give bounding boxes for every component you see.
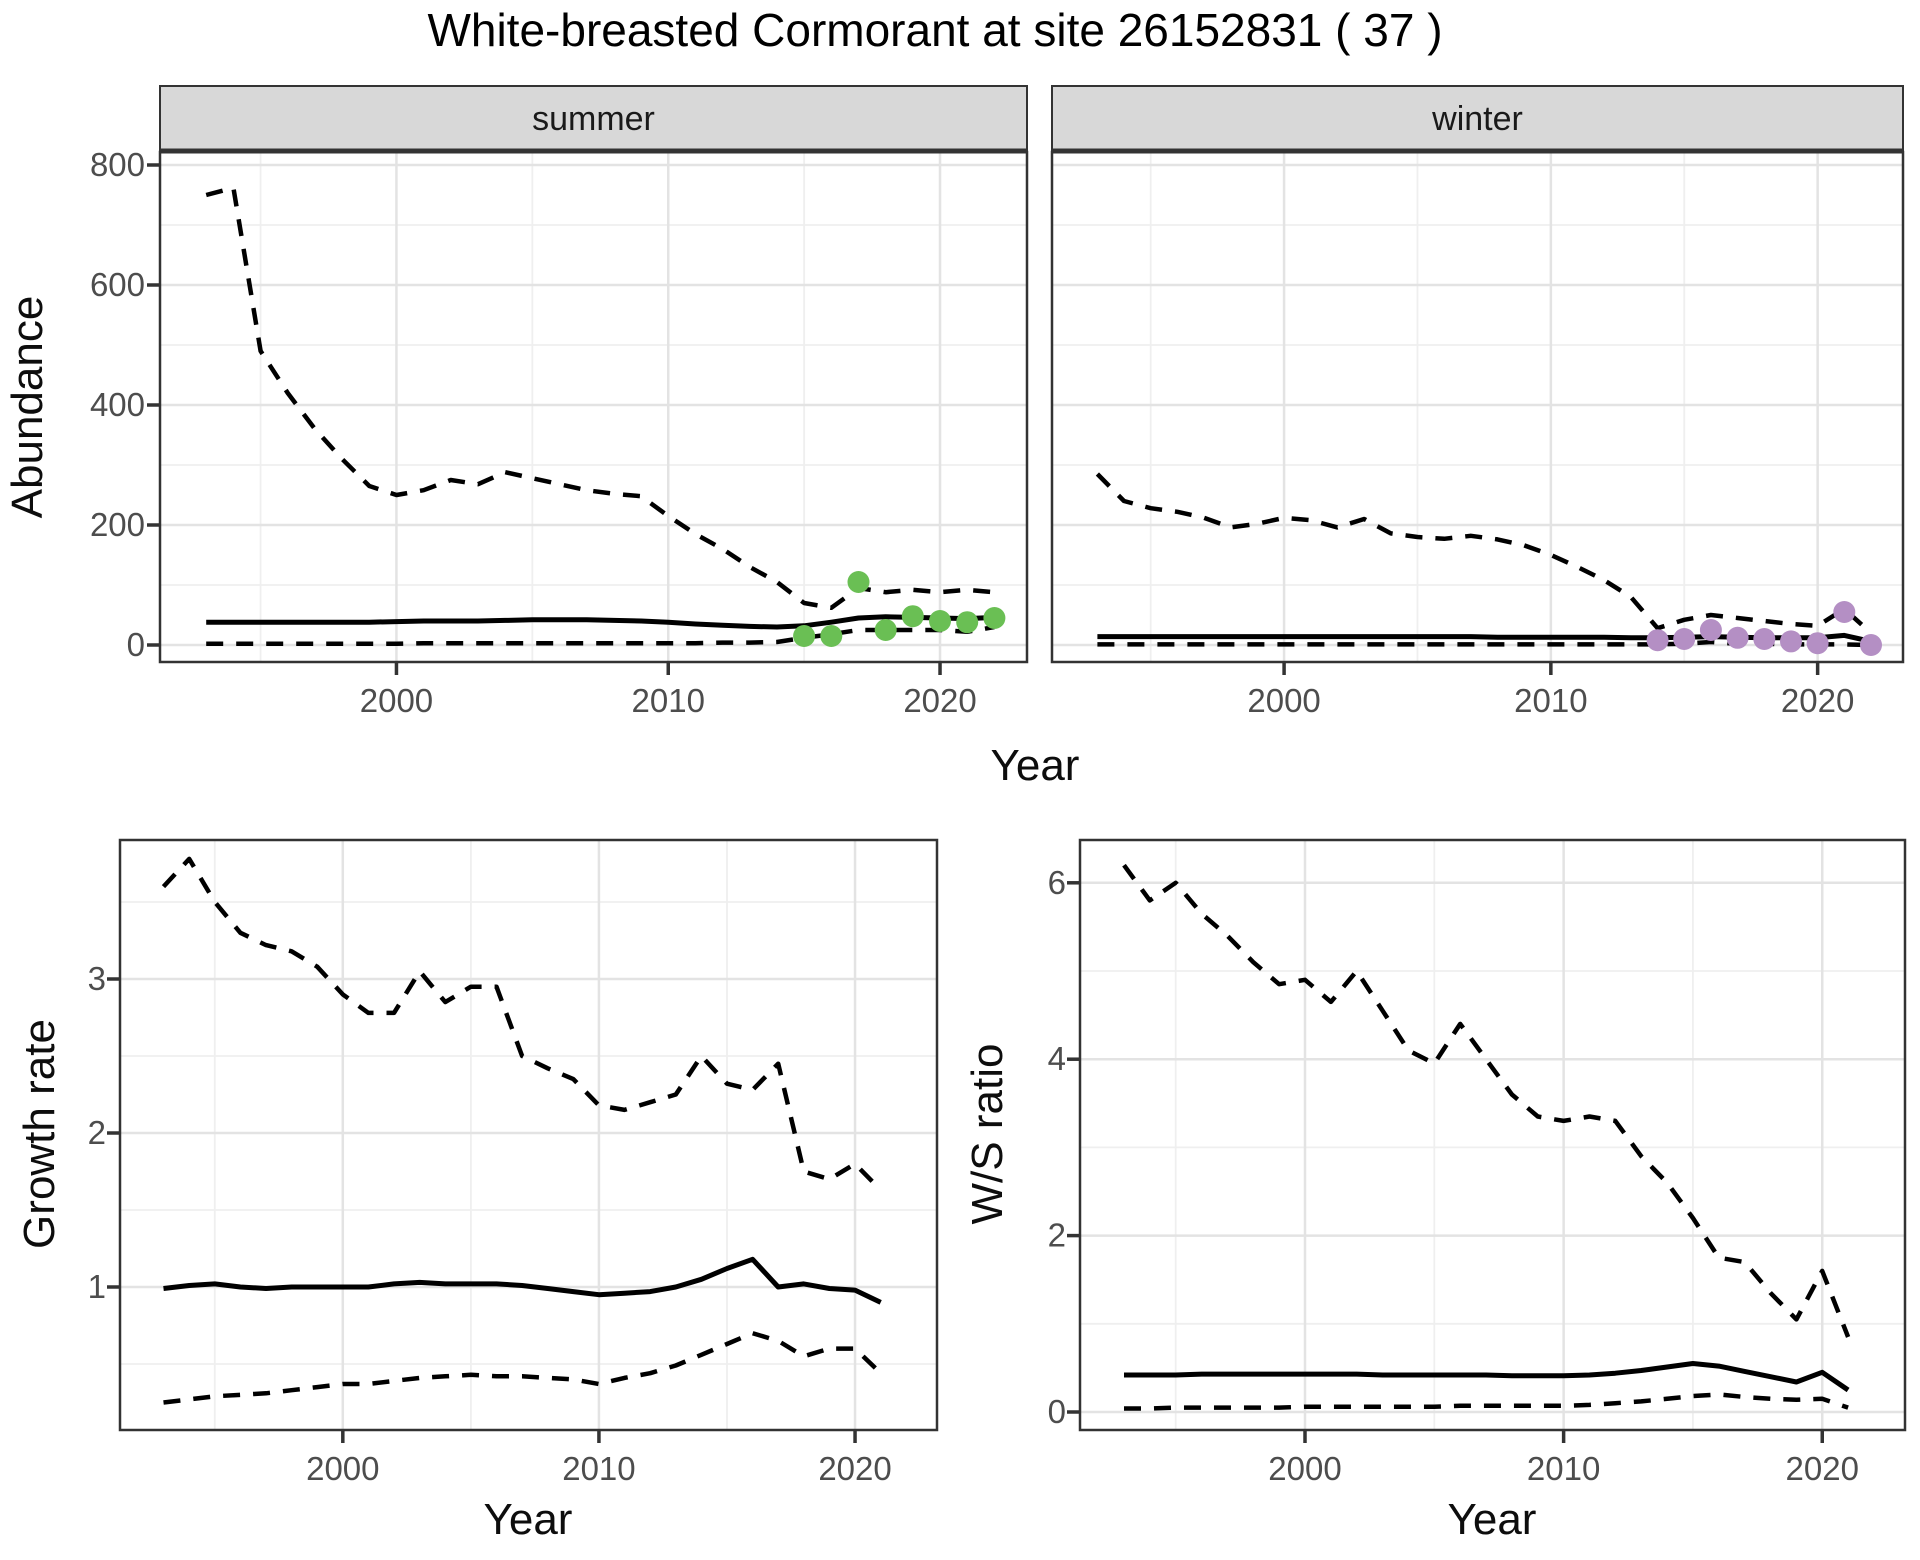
growth-rate-axis-title: Growth rate	[15, 1019, 64, 1249]
y-tick-label: 600	[90, 266, 145, 303]
abundance-winter-observation-point	[1699, 619, 1722, 641]
abundance-summer-observation-point	[874, 619, 897, 641]
series-group	[205, 185, 1006, 647]
panel-bg	[120, 840, 937, 1430]
top-year-axis-title: Year	[990, 741, 1080, 790]
y-tick-label: 400	[90, 386, 145, 423]
abundance-winter-upper-ci-line	[1095, 472, 1873, 635]
abundance-winter-observation-point	[1673, 628, 1696, 650]
x-tick-label: 2000	[306, 1450, 379, 1487]
x-tick-label: 2010	[562, 1450, 635, 1487]
facet-label-summer: summer	[532, 100, 655, 138]
x-tick-label: 2010	[632, 682, 705, 719]
y-tick-label: 800	[90, 146, 145, 183]
chart-title: White-breasted Cormorant at site 2615283…	[427, 4, 1443, 56]
panel-abundance-winter: 2000 2010 2020	[1050, 85, 1905, 719]
panel-bg	[160, 152, 1027, 662]
y-tick-label: 4	[1048, 1040, 1066, 1077]
y-tick-label: 0	[1048, 1393, 1066, 1430]
y-tick-label: 200	[90, 506, 145, 543]
abundance-summer-observation-point	[820, 625, 843, 647]
series-group	[161, 856, 883, 1405]
abundance-summer-observation-point	[901, 605, 924, 628]
panel-border	[118, 838, 939, 1432]
y-tick-label: 2	[1048, 1217, 1066, 1254]
abundance-summer-observation-point	[793, 625, 816, 647]
abundance-summer-observation-point	[929, 610, 951, 632]
abundance-summer-lower-ci-line	[206, 624, 995, 647]
panel-bg	[1080, 840, 1905, 1430]
abundance-summer-observation-point	[956, 611, 979, 634]
x-tick-label: 2010	[1527, 1450, 1600, 1487]
x-tick-label: 2020	[903, 682, 976, 719]
growth-rate-lower-ci-line	[163, 1330, 883, 1405]
panel-ws-ratio: 2000 2010 2020 0 2 4 6	[1048, 838, 1907, 1487]
x-tick-label: 2020	[1786, 1450, 1859, 1487]
facet-strip	[159, 85, 1028, 151]
abundance-winter-observation-point	[1780, 630, 1802, 653]
ws-ratio-lower-ci-line	[1124, 1392, 1849, 1411]
panel-bg	[1052, 152, 1903, 662]
growth-rate-median-line	[163, 1256, 882, 1305]
series-group	[1122, 863, 1851, 1411]
x-tick-label: 2020	[818, 1450, 891, 1487]
y-tick-label: 6	[1048, 864, 1066, 901]
growth-rate-upper-ci-line	[161, 856, 883, 1192]
x-tick-label: 2000	[1247, 682, 1320, 719]
series-group	[1095, 472, 1882, 656]
abundance-winter-observation-point	[1806, 632, 1829, 655]
panel-growth-rate: 2000 2010 2020 1 2 3	[88, 838, 939, 1487]
x-tick-label: 2000	[360, 682, 433, 719]
abundance-axis-title: Abundance	[3, 295, 52, 519]
facet-label-winter: winter	[1432, 100, 1523, 138]
facet-strip	[1051, 85, 1904, 151]
panel-abundance-summer: 2000 2010 2020 0 200 400 600 800	[90, 85, 1029, 719]
ws-ratio-median-line	[1124, 1361, 1850, 1393]
bottom-left-year-axis-title: Year	[483, 1495, 573, 1544]
abundance-winter-observation-point	[1646, 629, 1669, 652]
x-tick-label: 2020	[1781, 682, 1854, 719]
abundance-winter-observation-point	[1833, 601, 1856, 623]
abundance-winter-observation-point	[1860, 634, 1882, 656]
y-tick-label: 2	[88, 1114, 106, 1151]
y-tick-label: 1	[88, 1268, 106, 1305]
abundance-summer-observation-point	[983, 607, 1006, 629]
ws-ratio-upper-ci-line	[1122, 863, 1851, 1338]
y-tick-label: 0	[127, 626, 145, 663]
abundance-winter-observation-point	[1726, 626, 1749, 649]
panel-border	[1078, 838, 1907, 1432]
y-tick-label: 3	[88, 960, 106, 997]
bottom-right-year-axis-title: Year	[1447, 1495, 1537, 1544]
x-tick-label: 2000	[1268, 1450, 1341, 1487]
ws-ratio-axis-title: W/S ratio	[963, 1043, 1012, 1225]
abundance-summer-observation-point	[847, 571, 870, 593]
abundance-winter-observation-point	[1753, 628, 1776, 650]
x-tick-label: 2010	[1514, 682, 1587, 719]
abundance-summer-median-line	[206, 614, 995, 630]
